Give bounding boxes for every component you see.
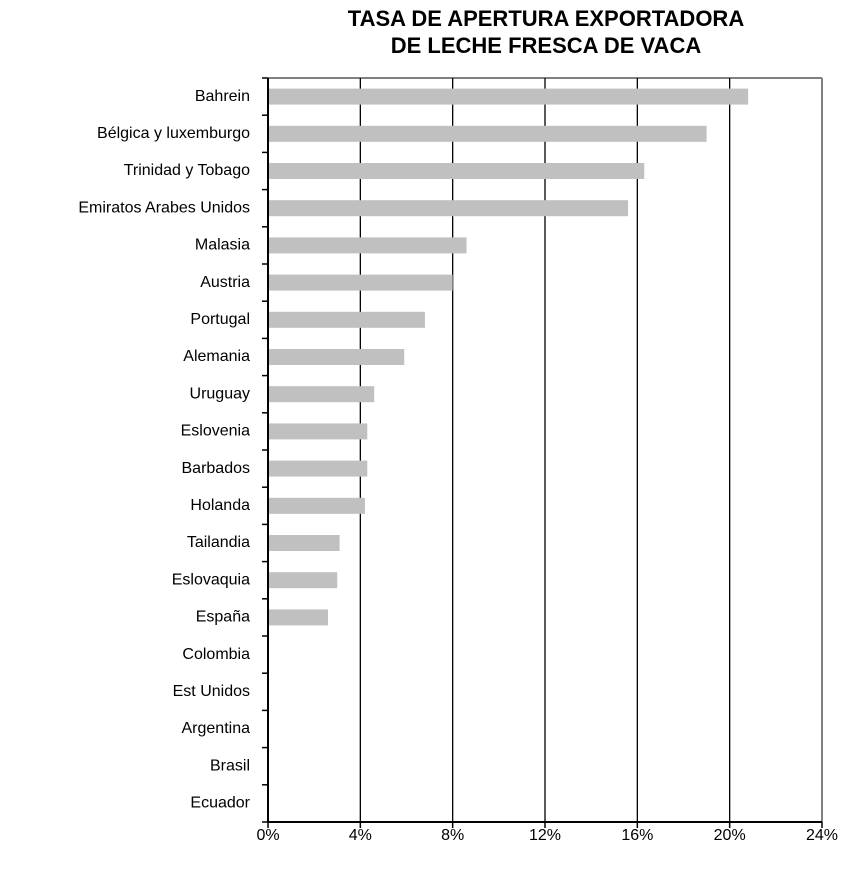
bar xyxy=(268,460,368,477)
x-tick-label: 12% xyxy=(529,827,561,844)
bar xyxy=(268,386,375,403)
bar xyxy=(268,572,338,589)
bar xyxy=(268,497,365,514)
bar xyxy=(268,423,368,440)
bar xyxy=(268,311,425,328)
chart-title: TASA DE APERTURA EXPORTADORA xyxy=(348,6,745,31)
y-tick-label: Trinidad y Tobago xyxy=(124,162,250,179)
y-tick-label: Portugal xyxy=(190,311,250,328)
y-tick-label: Barbados xyxy=(182,460,251,477)
x-tick-label: 24% xyxy=(806,827,838,844)
bar xyxy=(268,535,340,551)
y-tick-label: Est Unidos xyxy=(173,683,250,700)
x-tick-label: 8% xyxy=(441,827,464,844)
x-tick-label: 0% xyxy=(256,827,279,844)
y-tick-label: Tailandia xyxy=(187,534,250,551)
chart-title: DE LECHE FRESCA DE VACA xyxy=(391,33,702,58)
y-tick-label: Emiratos Arabes Unidos xyxy=(78,199,250,216)
bar xyxy=(268,237,467,254)
y-tick-label: Austria xyxy=(200,274,250,291)
bar xyxy=(268,125,707,142)
x-tick-label: 16% xyxy=(621,827,653,844)
y-tick-label: Holanda xyxy=(190,497,250,514)
y-tick-label: Eslovenia xyxy=(181,423,250,440)
y-tick-label: Malasia xyxy=(195,237,250,254)
bar xyxy=(268,274,453,291)
bar xyxy=(268,200,629,217)
bar xyxy=(268,88,749,105)
y-tick-label: Colombia xyxy=(182,646,250,663)
y-tick-label: Bélgica y luxemburgo xyxy=(97,125,250,142)
y-tick-label: Brasil xyxy=(210,757,250,774)
y-tick-label: Alemania xyxy=(183,348,250,365)
y-tick-label: Ecuador xyxy=(190,795,250,812)
y-tick-label: Uruguay xyxy=(190,385,250,402)
bar xyxy=(268,609,329,626)
bar xyxy=(268,163,645,179)
y-tick-label: Bahrein xyxy=(195,88,250,105)
y-tick-label: Argentina xyxy=(182,720,251,737)
x-tick-label: 4% xyxy=(349,827,372,844)
x-tick-label: 20% xyxy=(714,827,746,844)
bar xyxy=(268,349,405,365)
y-tick-label: Eslovaquia xyxy=(172,571,250,588)
y-tick-label: España xyxy=(196,609,250,626)
